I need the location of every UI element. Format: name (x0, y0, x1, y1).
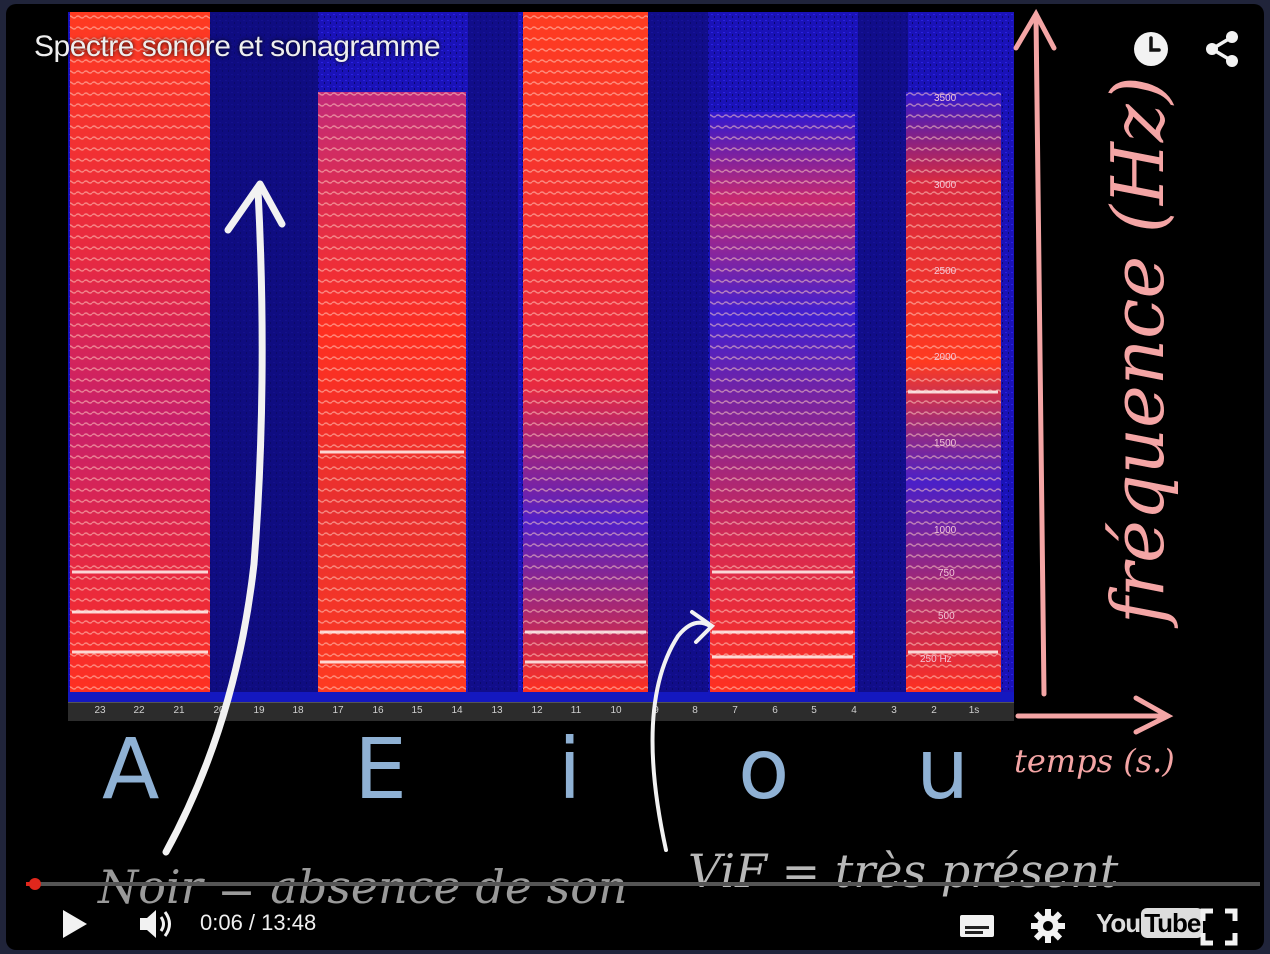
time-tick: 5 (811, 705, 817, 716)
time-tick: 7 (732, 705, 738, 716)
time-tick: 19 (253, 705, 265, 716)
time-axis-label: temps (s.) (1014, 742, 1175, 780)
time-tick: 13 (491, 705, 503, 716)
time-tick: 21 (173, 705, 185, 716)
gear-icon[interactable] (1028, 906, 1068, 946)
annotation-strokes (162, 8, 1174, 856)
progress-bar[interactable] (26, 878, 1260, 890)
vowel-label: E (354, 720, 408, 818)
time-tick: 2 (931, 705, 937, 716)
bright-note: ViF = très présent (688, 844, 1119, 898)
vowel-label: i (558, 720, 582, 818)
time-tick: 14 (451, 705, 463, 716)
volume-icon[interactable] (134, 904, 178, 944)
share-icon[interactable] (1202, 28, 1244, 70)
time-axis: 23 22 21 20 19 18 17 16 15 14 13 12 11 1… (68, 702, 1014, 721)
time-tick: 1s (968, 705, 980, 716)
freq-label: 500 (938, 611, 955, 622)
time-tick: 23 (94, 705, 106, 716)
progress-scrubber[interactable] (28, 878, 41, 890)
vowel-label: o (738, 720, 790, 818)
youtube-logo-you: You (1096, 908, 1141, 938)
freq-label: 2000 (934, 352, 957, 363)
freq-label: 1500 (934, 438, 957, 449)
time-tick: 17 (332, 705, 344, 716)
freq-label: 3500 (934, 93, 957, 104)
frequency-axis-label: fréquence (Hz) (1096, 76, 1180, 624)
time-tick: 6 (772, 705, 778, 716)
freq-label: 3000 (934, 180, 957, 191)
freq-label: 250 Hz (920, 654, 952, 665)
time-tick: 16 (372, 705, 384, 716)
time-tick: 15 (411, 705, 423, 716)
time-tick: 20 (213, 705, 225, 716)
captions-icon[interactable] (956, 908, 998, 944)
vowel-label: A (102, 720, 160, 818)
vowel-label: u (916, 720, 970, 818)
time-tick: 3 (891, 705, 897, 716)
time-tick: 22 (133, 705, 145, 716)
video-title[interactable]: Spectre sonore et sonagramme (34, 30, 441, 63)
time-tick: 8 (692, 705, 698, 716)
youtube-logo-tube: Tube (1141, 908, 1204, 938)
freq-label: 1000 (934, 525, 957, 536)
time-tick: 4 (851, 705, 857, 716)
time-tick: 12 (531, 705, 543, 716)
play-icon[interactable] (54, 904, 94, 944)
fullscreen-icon[interactable] (1198, 906, 1240, 948)
spectrogram-image (68, 12, 1014, 702)
time-tick: 18 (292, 705, 304, 716)
freq-label: 750 (938, 568, 955, 579)
time-display: 0:06 / 13:48 (200, 910, 317, 935)
youtube-logo[interactable]: You Tube (1096, 908, 1204, 939)
freq-label: 2500 (934, 266, 957, 277)
clock-icon[interactable] (1130, 28, 1172, 70)
video-player[interactable]: Spectre sonore et sonagramme 3500 3000 2… (6, 4, 1264, 950)
time-tick: 10 (610, 705, 622, 716)
time-tick: 11 (570, 705, 582, 716)
black-note: Noir = absence de son (98, 860, 628, 914)
